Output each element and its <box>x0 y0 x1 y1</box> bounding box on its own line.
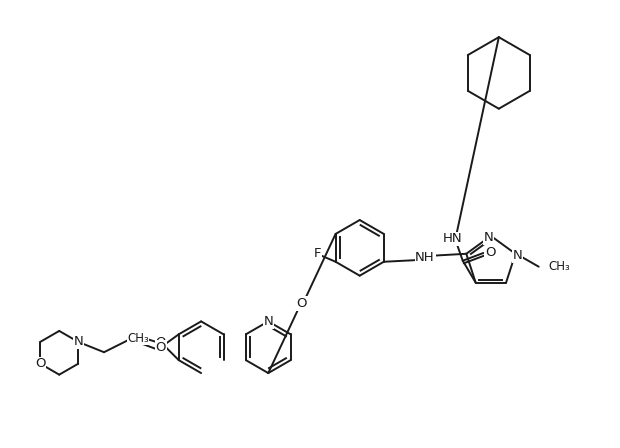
Text: O: O <box>297 297 307 310</box>
Text: N: N <box>264 315 273 328</box>
Text: CH₃: CH₃ <box>549 260 570 273</box>
Text: O: O <box>485 246 495 259</box>
Text: N: N <box>73 336 83 349</box>
Text: O: O <box>156 336 166 349</box>
Text: N: N <box>513 249 522 262</box>
Text: N: N <box>484 232 494 245</box>
Text: O: O <box>156 341 166 354</box>
Text: O: O <box>35 357 45 370</box>
Text: HN: HN <box>443 232 463 245</box>
Text: CH₃: CH₃ <box>127 332 149 345</box>
Text: NH: NH <box>415 251 435 264</box>
Text: F: F <box>314 247 321 260</box>
